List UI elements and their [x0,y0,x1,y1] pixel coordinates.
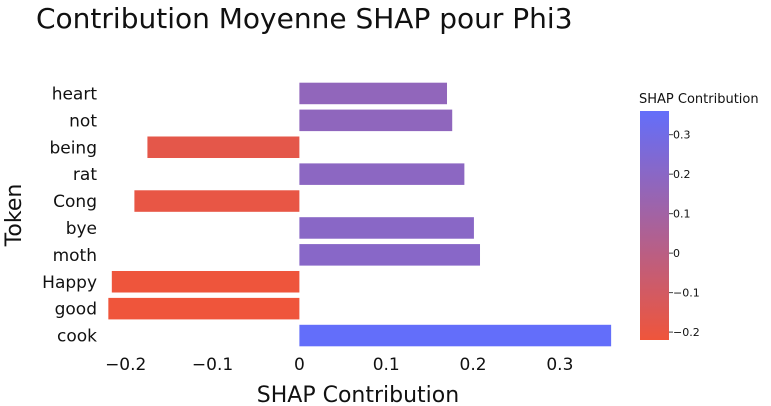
bar-cook [299,324,612,347]
x-tick-label: −0.1 [192,355,233,375]
bar-happy [111,270,300,293]
y-tick-label: cook [57,327,97,347]
y-tick-label: Cong [53,192,97,212]
x-tick-label: 0.3 [546,355,573,375]
colorbar-title: SHAP Contribution [639,92,759,107]
x-axis-title: SHAP Contribution [257,383,459,406]
x-tick-label: −0.2 [105,355,146,375]
x-tick-label: 0.1 [373,355,400,375]
colorbar-gradient [640,111,669,340]
bar-good [108,297,300,320]
bar-not [299,109,453,132]
y-tick-label: not [69,111,97,131]
y-tick-label: bye [66,219,97,239]
bar-heart [299,82,448,105]
y-tick-label: Happy [42,273,97,293]
colorbar-tick-label: 0.1 [673,208,691,221]
bar-rat [299,163,465,185]
x-tick-label: 0.2 [460,355,487,375]
chart-title: Contribution Moyenne SHAP pour Phi3 [36,2,573,35]
bar-moth [299,244,481,266]
colorbar-tick-label: −0.1 [673,287,700,300]
colorbar-tick-label: −0.2 [673,326,700,339]
bar-cong [134,190,300,212]
x-tick-label: 0 [294,355,305,375]
bar-being [147,136,300,159]
colorbar-tick-label: 0.2 [673,168,691,181]
y-tick-labels: heart not being rat Cong bye moth Happy good cook [42,84,97,346]
colorbar-ticks: −0.2 −0.1 0 0.1 0.2 0.3 [669,129,700,339]
colorbar: SHAP Contribution −0.2 −0.1 0 0.1 0.2 0.3 [639,92,759,340]
y-axis-title: Token [2,184,27,248]
y-tick-label: good [55,300,97,320]
colorbar-tick-label: 0.3 [673,129,691,142]
y-tick-label: rat [73,165,97,185]
bars-group [108,82,612,347]
y-tick-label: moth [53,246,97,266]
colorbar-tick-label: 0 [673,247,680,260]
x-tick-labels: −0.2 −0.1 0 0.1 0.2 0.3 [105,355,573,375]
y-tick-label: heart [52,84,98,104]
bar-bye [299,217,474,239]
y-tick-label: being [49,138,97,158]
